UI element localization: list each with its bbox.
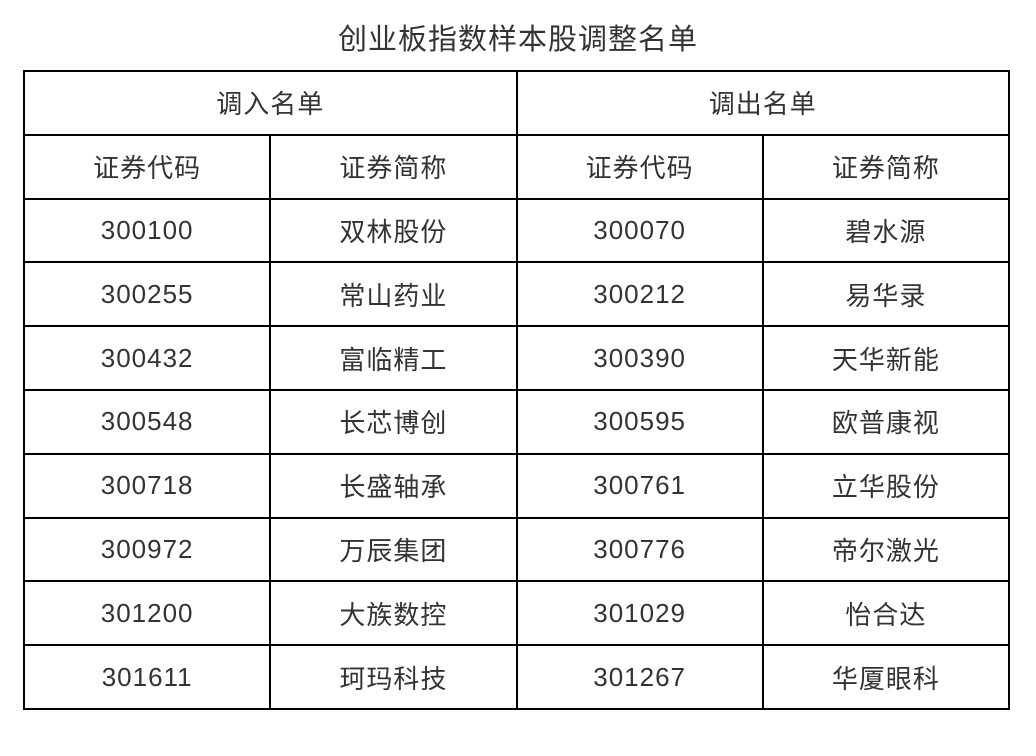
in-name-cell: 富临精工: [269, 325, 518, 391]
in-code-cell: 301611: [22, 644, 272, 710]
table-row: 300255 常山药业 300212 易华录: [22, 261, 1011, 328]
in-code-cell: 300972: [22, 516, 272, 583]
in-name-cell: 万辰集团: [269, 516, 518, 583]
out-name-cell: 华厦眼科: [761, 644, 1011, 710]
column-header-out-name: 证券简称: [761, 133, 1011, 200]
table-row: 300548 长芯博创 300595 欧普康视: [22, 388, 1011, 455]
in-code-cell: 301200: [22, 580, 272, 647]
out-name-cell: 欧普康视: [761, 388, 1011, 455]
out-name-cell: 易华录: [761, 261, 1011, 328]
in-code-cell: 300255: [22, 261, 272, 328]
column-header-row: 证券代码 证券简称 证券代码 证券简称: [22, 133, 1011, 200]
out-code-cell: 300761: [515, 452, 764, 519]
table-row: 300718 长盛轴承 300761 立华股份: [22, 452, 1011, 519]
out-name-cell: 怡合达: [761, 580, 1011, 647]
column-header-in-name: 证券简称: [269, 133, 518, 200]
out-code-cell: 301029: [515, 580, 764, 647]
out-name-cell: 天华新能: [761, 325, 1011, 391]
out-code-cell: 300595: [515, 388, 764, 455]
out-code-cell: 300390: [515, 325, 764, 391]
in-code-cell: 300548: [22, 388, 272, 455]
table-row: 300100 双林股份 300070 碧水源: [22, 197, 1011, 264]
table-row: 301611 珂玛科技 301267 华厦眼科: [22, 644, 1011, 710]
in-name-cell: 大族数控: [269, 580, 518, 647]
table-row: 300432 富临精工 300390 天华新能: [22, 325, 1011, 391]
page-title: 创业板指数样本股调整名单: [337, 24, 698, 56]
in-code-cell: 300100: [22, 197, 272, 264]
in-code-cell: 300432: [22, 325, 272, 391]
group-header-row: 调入名单 调出名单: [23, 70, 1010, 136]
in-name-cell: 常山药业: [269, 261, 518, 328]
out-code-cell: 300776: [515, 516, 764, 583]
in-name-cell: 长芯博创: [269, 388, 518, 455]
out-name-cell: 立华股份: [761, 452, 1011, 519]
out-code-cell: 301267: [515, 644, 764, 710]
out-code-cell: 300212: [515, 261, 764, 328]
out-name-cell: 碧水源: [761, 197, 1011, 264]
in-code-cell: 300718: [22, 452, 272, 519]
in-name-cell: 双林股份: [269, 197, 518, 264]
in-name-cell: 珂玛科技: [269, 644, 518, 710]
out-code-cell: 300070: [515, 197, 764, 264]
in-name-cell: 长盛轴承: [269, 452, 518, 519]
group-header-in: 调入名单: [23, 70, 518, 136]
column-header-in-code: 证券代码: [22, 133, 272, 200]
table-row: 300972 万辰集团 300776 帝尔激光: [22, 516, 1011, 583]
out-name-cell: 帝尔激光: [761, 516, 1011, 583]
group-header-out: 调出名单: [515, 70, 1010, 136]
table-row: 301200 大族数控 301029 怡合达: [22, 580, 1011, 647]
adjustment-table: 调入名单 调出名单 证券代码 证券简称 证券代码 证券简称 300100 双林股…: [22, 70, 1011, 710]
column-header-out-code: 证券代码: [515, 133, 764, 200]
